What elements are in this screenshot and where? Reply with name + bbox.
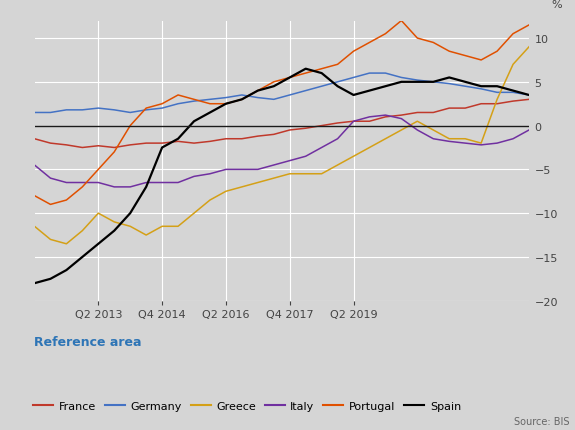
Text: %: % — [551, 0, 562, 10]
Legend: France, Germany, Greece, Italy, Portugal, Spain: France, Germany, Greece, Italy, Portugal… — [29, 397, 466, 416]
Text: Reference area: Reference area — [34, 335, 142, 348]
Text: Source: BIS: Source: BIS — [513, 416, 569, 426]
